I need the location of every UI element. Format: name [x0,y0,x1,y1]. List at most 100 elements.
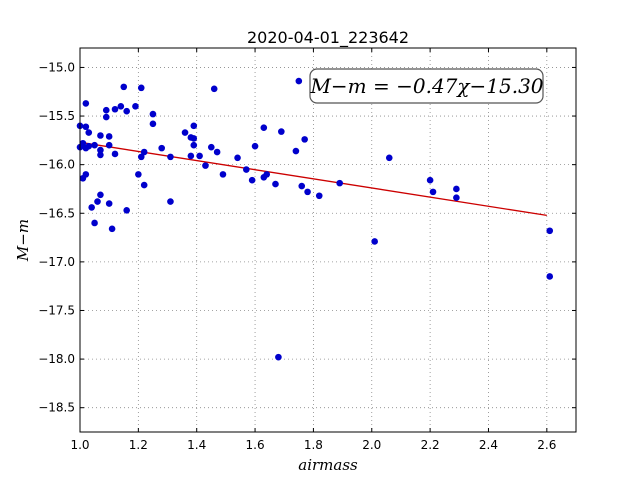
x-tick-label: 2.0 [362,438,381,452]
x-tick-label: 1.2 [129,438,148,452]
grid [79,48,576,432]
data-point [111,105,119,113]
y-tick-label: −15.5 [38,109,75,123]
data-point [251,142,259,150]
x-tick-label: 2.6 [537,438,556,452]
data-point [132,103,139,110]
x-tick-label: 2.4 [479,438,498,452]
data-point [371,238,378,245]
data-point [210,85,218,93]
y-tick-label: −16.0 [38,158,75,172]
y-axis-ticks: −15.0 −15.5 −16.0 −16.5 −17.0 −17.5 −18.0 −18.5 [38,60,576,415]
data-point [301,136,308,143]
data-point [102,106,110,114]
y-tick-label: −18.0 [38,352,75,366]
data-point [453,185,460,193]
data-point [91,219,98,227]
data-point [137,153,145,161]
data-point [304,188,311,196]
data-point [105,133,113,140]
x-tick-label: 1.8 [304,438,323,452]
y-tick-label: −17.0 [38,255,75,269]
x-tick-label: 1.6 [246,438,265,452]
data-point [278,128,285,135]
data-point [275,353,282,361]
data-point [149,110,157,118]
data-point [97,151,104,159]
data-point [429,188,437,196]
data-point [426,176,434,184]
data-point [243,166,250,173]
data-point [149,120,157,128]
data-point [263,171,271,178]
data-point [453,194,460,202]
data-point [213,148,221,156]
data-point [207,143,215,151]
data-point [190,135,198,142]
data-point [167,198,174,205]
data-point [105,200,113,207]
x-axis-ticks: 1.0 1.2 1.4 1.6 1.8 2.0 2.2 2.4 2.6 [70,48,556,452]
data-point [248,176,256,184]
data-point [190,141,198,149]
data-point [167,153,174,161]
data-point [82,100,90,107]
data-point [298,182,306,190]
data-point [123,107,130,115]
y-tick-label: −17.5 [38,303,75,317]
data-point [140,181,148,189]
data-point [79,139,87,147]
data-point [102,113,110,121]
data-point [187,152,195,160]
data-point [97,191,104,199]
data-point [123,207,130,214]
data-point [82,123,90,131]
data-point [295,77,303,85]
data-point [292,147,300,155]
data-point [117,103,125,110]
x-axis-label: airmass [298,456,358,474]
data-point [196,152,203,160]
fit-line [79,141,547,217]
data-point [85,142,93,150]
data-point [234,154,241,162]
data-point [137,84,145,92]
fit-line-layer [79,141,547,217]
y-tick-label: −18.5 [38,401,75,415]
data-point [97,146,104,154]
data-point [546,273,554,280]
data-point [111,150,119,158]
data-point [105,141,113,149]
data-point [82,171,90,178]
data-point [190,122,198,130]
y-axis-label: M−m [14,219,32,262]
chart-title: 2020-04-01_223642 [247,28,409,48]
x-tick-label: 2.2 [421,438,440,452]
data-point [272,180,279,188]
points-layer [76,77,554,361]
fit-annotation: M−m = −0.47χ−15.30 [309,68,544,104]
data-point [108,225,116,233]
x-tick-label: 1.0 [70,438,89,452]
data-point [91,141,98,149]
data-point [219,171,227,178]
data-point [202,162,209,169]
data-point [158,144,165,152]
y-tick-label: −15.0 [38,60,75,74]
data-point [181,129,189,136]
data-point [135,171,142,178]
data-point [336,179,343,187]
data-point [385,154,393,162]
y-tick-label: −16.5 [38,206,75,220]
data-point [140,148,148,156]
x-tick-label: 1.4 [187,438,206,452]
data-point [85,129,93,136]
annotation-box [309,68,544,104]
fit-equation: M−m = −0.47χ−15.30 [309,74,543,98]
data-point [94,198,101,205]
data-point [88,204,95,211]
data-point [315,192,323,200]
data-point [97,132,104,139]
data-point [120,83,128,91]
